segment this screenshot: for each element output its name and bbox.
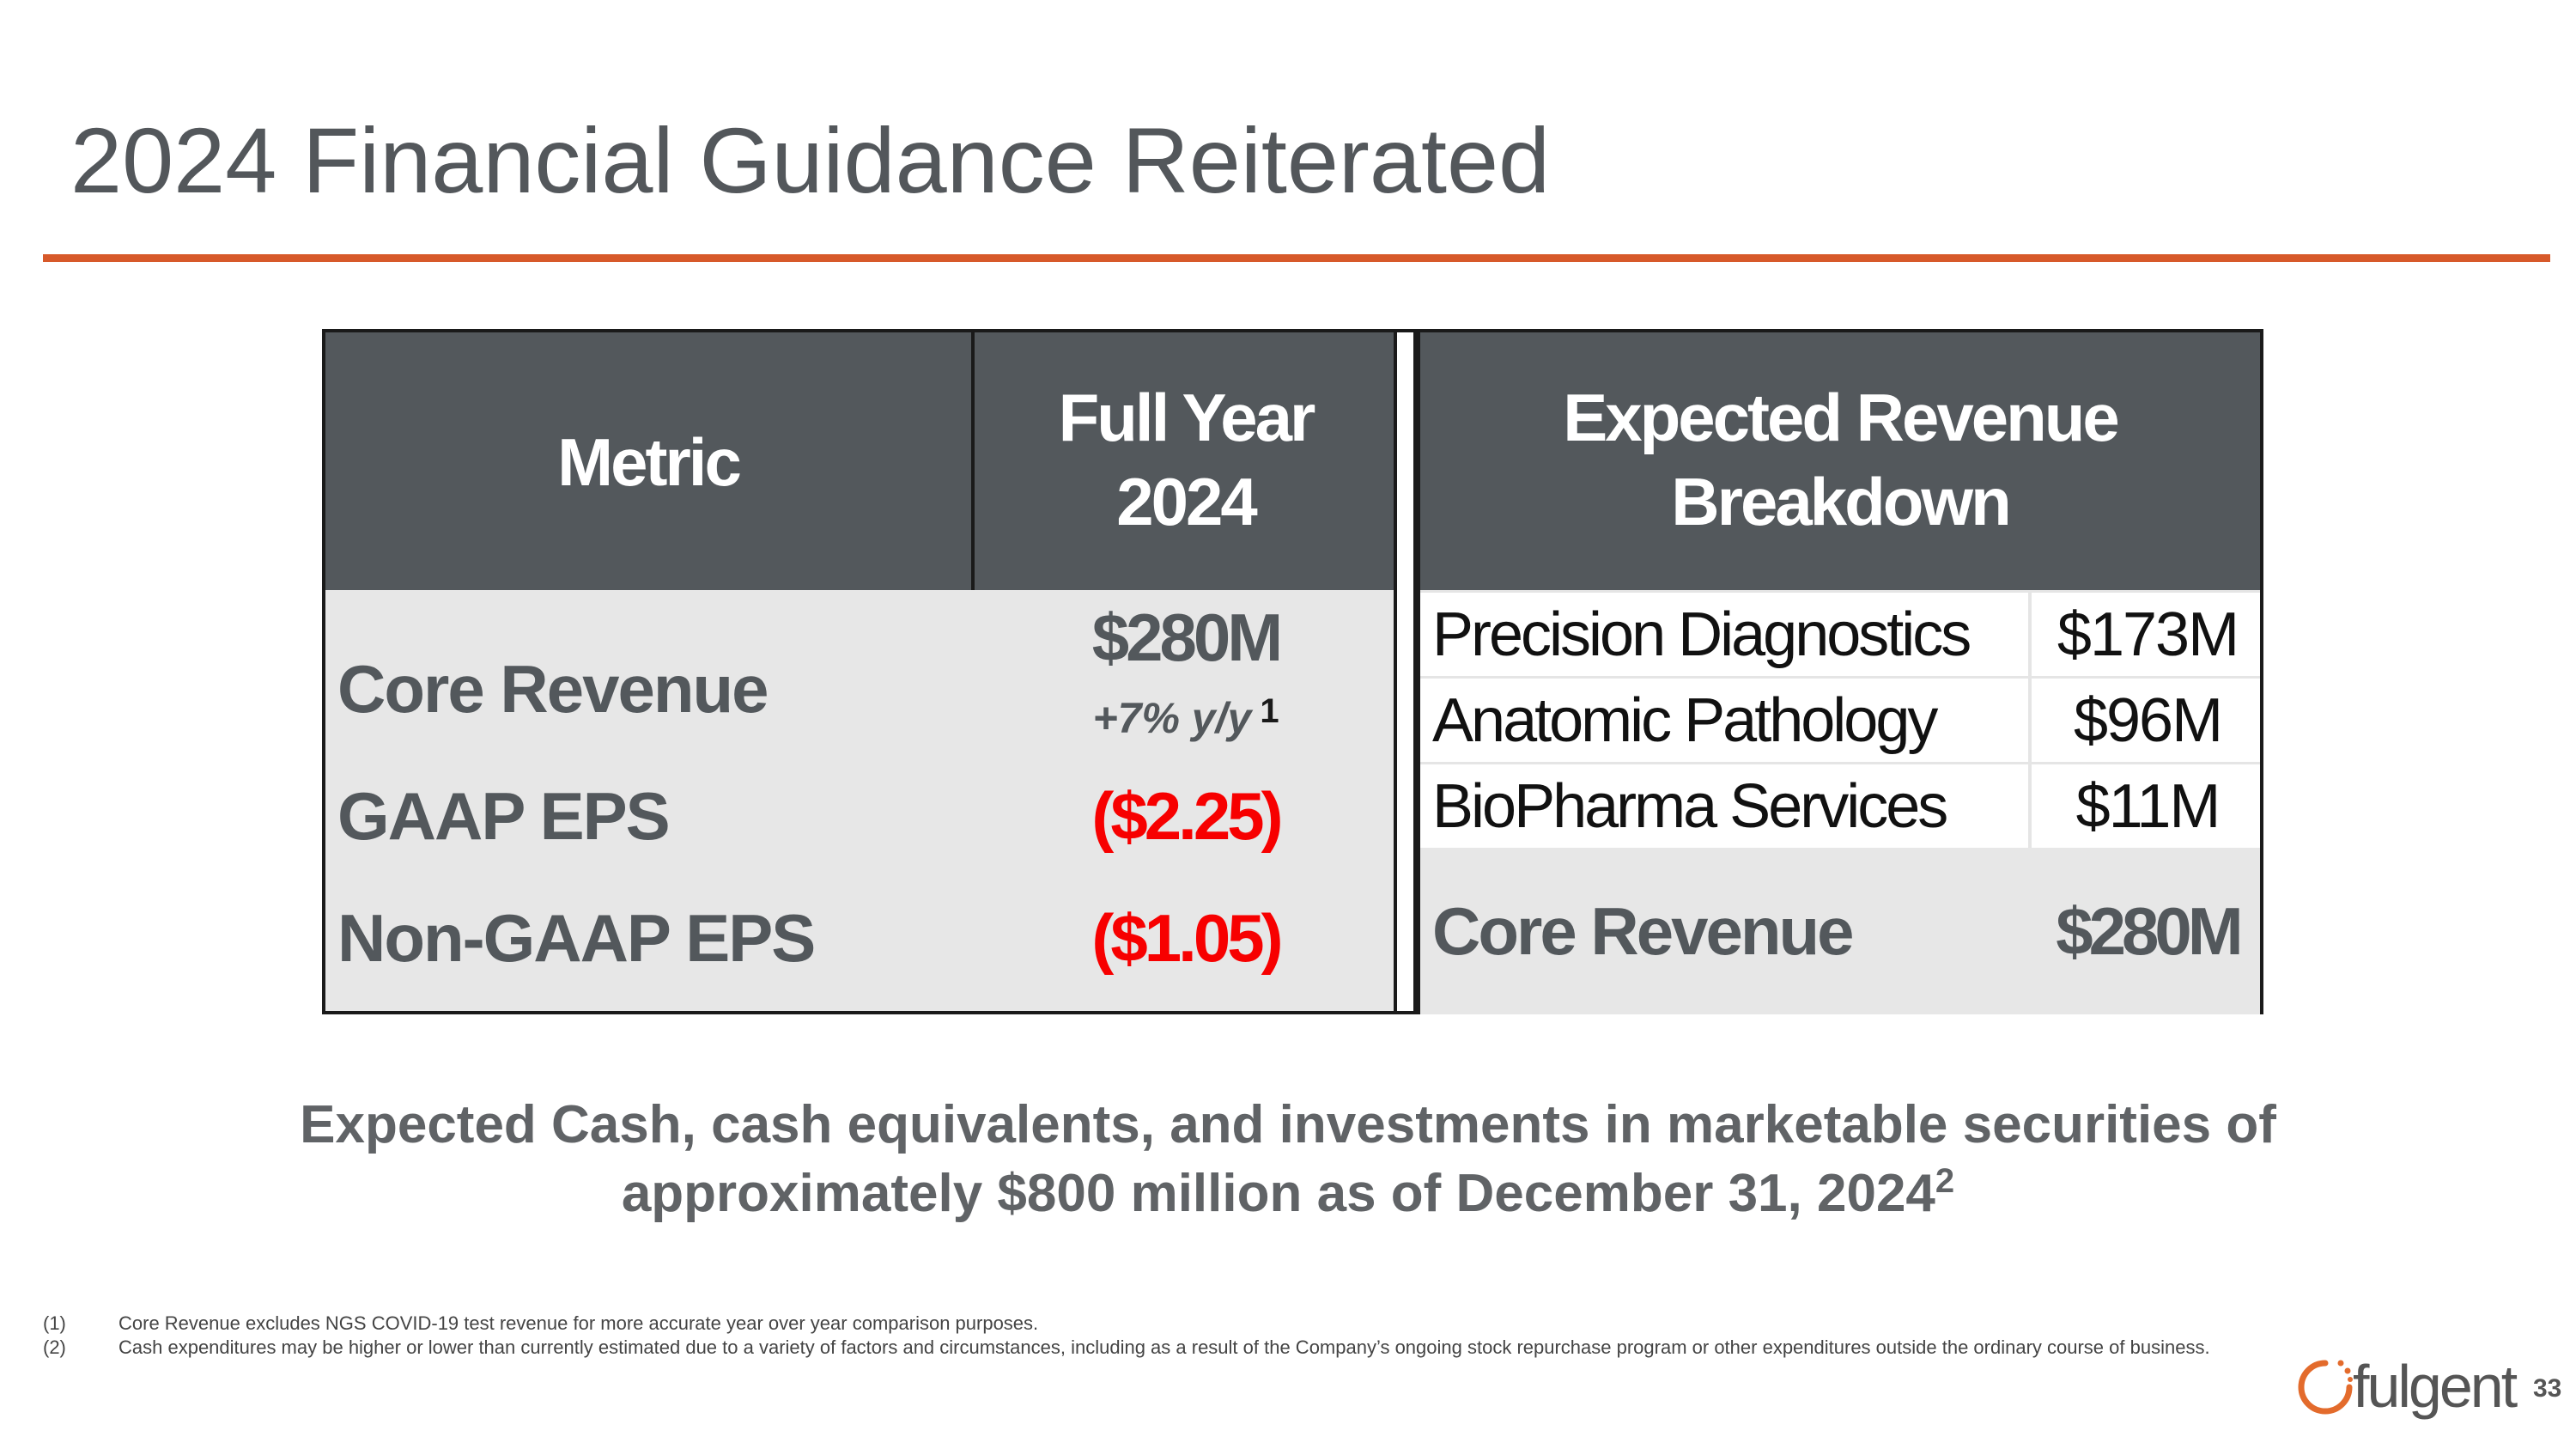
breakdown-row: Precision Diagnostics $173M <box>1420 590 2260 676</box>
breakdown-row: BioPharma Services $11M <box>1420 762 2260 848</box>
total-amount: $280M <box>2056 893 2244 969</box>
row-label-gaap-eps: GAAP EPS <box>337 778 671 854</box>
header-full-year-line1: Full Year <box>1058 380 1316 455</box>
segment-name: Precision Diagnostics <box>1432 600 1971 669</box>
footnote-number: (1) <box>43 1312 66 1334</box>
footnote-number: (2) <box>43 1336 66 1358</box>
breakdown-header-line1: Expected Revenue <box>1563 380 2120 455</box>
cash-statement: Expected Cash, cash equivalents, and inv… <box>129 1091 2447 1234</box>
breakdown-header: Expected Revenue Breakdown <box>1420 332 2260 590</box>
cash-statement-line2-text: approximately $800 million as of Decembe… <box>621 1164 1935 1223</box>
guidance-table-header: Metric Full Year 2024 <box>325 332 1394 590</box>
column-divider <box>2028 679 2032 762</box>
value-core-revenue: $280M <box>1091 600 1284 675</box>
footnote-ref-2: 2 <box>1935 1162 1955 1200</box>
footnote-ref-1: 1 <box>1260 692 1279 730</box>
segment-amount: $11M <box>2075 772 2221 841</box>
cash-statement-line2: approximately $800 million as of Decembe… <box>129 1160 2447 1234</box>
header-full-year: Full Year 2024 <box>975 375 1397 544</box>
table-gap <box>1397 329 1417 1014</box>
total-label: Core Revenue <box>1432 893 1855 969</box>
value-gaap-eps: ($2.25) <box>1091 778 1283 854</box>
footnote-text: Core Revenue excludes NGS COVID-19 test … <box>118 1312 1039 1334</box>
cash-statement-line1: Expected Cash, cash equivalents, and inv… <box>300 1095 2276 1154</box>
footnote: (2) Cash expenditures may be higher or l… <box>43 1336 2241 1360</box>
segment-amount: $96M <box>2073 686 2223 755</box>
column-divider <box>2028 593 2032 676</box>
header-full-year-line2: 2024 <box>1116 464 1258 539</box>
page-title: 2024 Financial Guidance Reiterated <box>70 108 1551 212</box>
row-label-core-revenue: Core Revenue <box>337 651 769 727</box>
value-non-gaap-eps: ($1.05) <box>1091 900 1283 976</box>
column-divider <box>2028 764 2032 848</box>
page-number: 33 <box>2533 1374 2562 1403</box>
title-divider <box>43 254 2550 262</box>
growth-note: +7% y/y 1 <box>975 692 1397 743</box>
guidance-table: Metric Full Year 2024 Core Revenue $280M… <box>322 329 1397 1014</box>
growth-text: +7% y/y <box>1092 694 1252 742</box>
segment-name: BioPharma Services <box>1432 772 1948 841</box>
breakdown-row: Anatomic Pathology $96M <box>1420 676 2260 762</box>
fulgent-ring-icon <box>2298 1360 2353 1415</box>
footnote: (1) Core Revenue excludes NGS COVID-19 t… <box>43 1312 2241 1336</box>
footnote-text: Cash expenditures may be higher or lower… <box>118 1336 2210 1358</box>
breakdown-header-line2: Breakdown <box>1671 464 2011 539</box>
footnotes: (1) Core Revenue excludes NGS COVID-19 t… <box>43 1312 2241 1360</box>
row-label-non-gaap-eps: Non-GAAP EPS <box>337 900 816 976</box>
breakdown-header-title: Expected Revenue Breakdown <box>1420 375 2260 544</box>
header-divider <box>971 332 975 590</box>
logo-wordmark: fulgent <box>2353 1353 2518 1420</box>
header-metric: Metric <box>557 424 742 500</box>
segment-name: Anatomic Pathology <box>1432 686 1938 755</box>
revenue-breakdown-table: Expected Revenue Breakdown Precision Dia… <box>1417 329 2263 1014</box>
breakdown-total-row: Core Revenue $280M <box>1420 848 2260 1014</box>
segment-amount: $173M <box>2057 600 2239 669</box>
